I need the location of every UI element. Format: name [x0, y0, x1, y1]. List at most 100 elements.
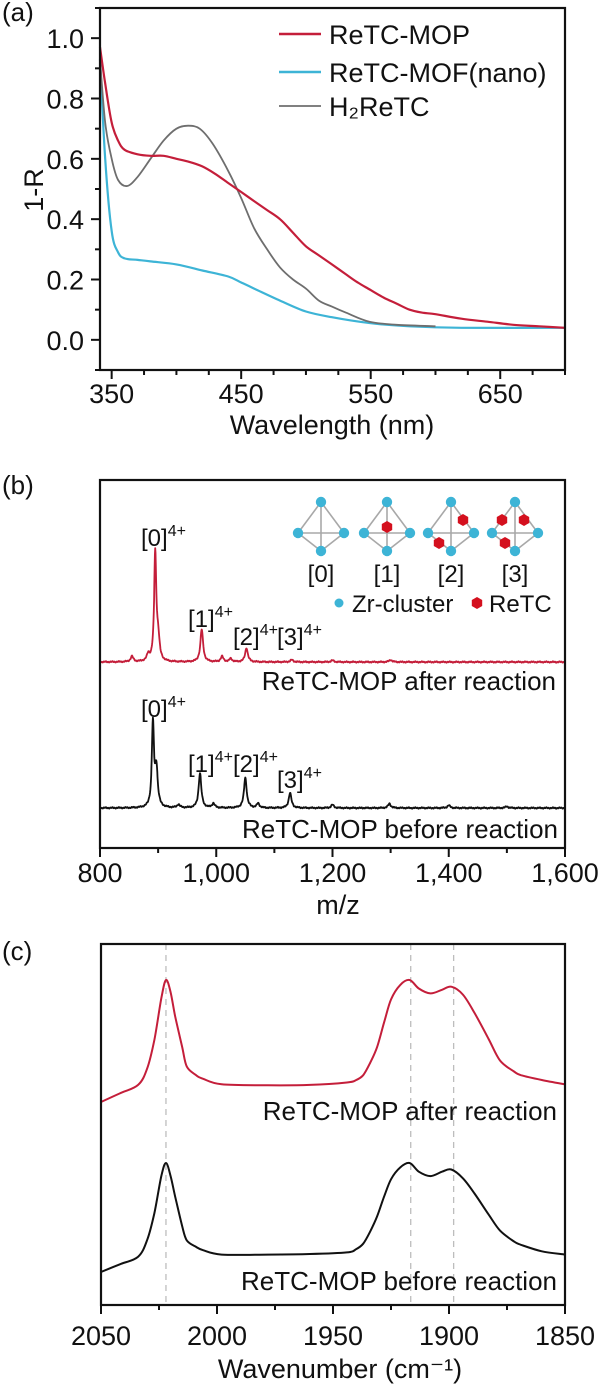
retc-hexagon-icon — [433, 537, 445, 549]
peak-label: [3]4+ — [277, 765, 322, 794]
zr-cluster-dot-icon — [532, 527, 544, 539]
zr-cluster-dot-icon — [315, 496, 327, 508]
peak-label-charge: 4+ — [304, 622, 322, 639]
x-tick-label: 800 — [77, 858, 122, 888]
mop-structure-icon-0 — [292, 496, 350, 557]
series-line-0 — [98, 47, 566, 329]
y-tick-label: 0.6 — [46, 145, 84, 175]
panel-c-series-label-after: ReTC-MOP after reaction — [263, 1096, 557, 1126]
peak-label-charge: 4+ — [304, 765, 322, 782]
panel-a-legend: ReTC-MOP ReTC-MOF(nano) H₂ReTC — [279, 20, 547, 122]
panel-b-chart: 800 1,000 1,200 1,400 1,600 m/z [0]4+[1]4+[2… — [77, 478, 599, 920]
zr-cluster-dot-icon — [509, 496, 521, 508]
legend-label: Zr-cluster — [352, 591, 453, 618]
peak-label-species: [1] — [188, 606, 215, 633]
panel-b-xlabel: m/z — [316, 890, 360, 920]
retc-hexagon-icon — [457, 514, 469, 526]
peak-label: [1]4+ — [188, 604, 233, 633]
panel-c-ticks: 2050 2000 1950 1900 1850 — [71, 1305, 595, 1351]
panel-b-series-label-before: ReTC-MOP before reaction — [242, 814, 558, 844]
peak-label-charge: 4+ — [260, 622, 278, 639]
inset-legend: Zr-cluster ReTC — [334, 591, 552, 618]
x-tick-label: 2050 — [71, 1321, 131, 1351]
peak-label: [3]4+ — [277, 622, 322, 651]
x-tick-label: 1,400 — [415, 858, 483, 888]
panel-a-xlabel: Wavelength (nm) — [230, 410, 435, 440]
panel-c-series — [100, 978, 566, 1273]
zr-cluster-dot-icon — [486, 527, 498, 539]
x-tick-label: 1850 — [535, 1321, 595, 1351]
zr-cluster-legend-icon — [334, 598, 344, 608]
peak-label: [0]4+ — [141, 694, 186, 723]
zr-cluster-dot-icon — [292, 527, 304, 539]
x-tick-label: 350 — [89, 379, 134, 409]
x-tick-label: 1950 — [303, 1321, 363, 1351]
retc-hexagon-icon — [499, 537, 511, 549]
zr-cluster-dot-icon — [338, 527, 350, 539]
x-tick-label: 1,000 — [182, 858, 250, 888]
edge — [297, 501, 322, 534]
panel-b-label: (b) — [2, 470, 34, 500]
retc-hexagon-icon — [381, 521, 393, 533]
panel-c-xlabel: Wavenumber (cm⁻¹) — [218, 1354, 462, 1384]
peak-label: [2]4+ — [233, 749, 278, 778]
legend-item-0: ReTC-MOP — [279, 20, 470, 50]
peak-label-species: [2] — [233, 751, 260, 778]
y-tick-label: 0.0 — [46, 326, 84, 356]
zr-cluster-dot-icon — [509, 545, 521, 557]
panel-c-series-label-before: ReTC-MOP before reaction — [241, 1266, 557, 1296]
structure-label: [3] — [502, 561, 529, 588]
x-tick-label: 650 — [478, 379, 523, 409]
legend-item-1: ReTC-MOF(nano) — [279, 58, 547, 88]
zr-cluster-dot-icon — [315, 545, 327, 557]
panel-b-inset: [0] [1] [2] [3] Zr-cluster ReTC — [292, 496, 552, 618]
y-tick-label: 0.4 — [46, 205, 84, 235]
x-tick-label: 1,600 — [531, 858, 599, 888]
mop-structure-icon-1 — [358, 496, 416, 557]
x-tick-label: 2000 — [187, 1321, 247, 1351]
x-tick-label: 550 — [348, 379, 393, 409]
legend-label: ReTC-MOF(nano) — [329, 58, 547, 88]
peak-label: [1]4+ — [188, 749, 233, 778]
x-tick-label: 1900 — [419, 1321, 479, 1351]
panel-a-chart: 350 450 550 650 0.0 0.2 0.4 0.6 0.8 1.0 Wavelengt… — [19, 6, 567, 440]
edge — [320, 501, 345, 534]
panel-a-label: (a) — [2, 0, 34, 27]
zr-cluster-dot-icon — [445, 545, 457, 557]
series-line-2 — [99, 59, 436, 328]
edge — [427, 501, 452, 534]
zr-cluster-dot-icon — [381, 496, 393, 508]
legend-item-2: H₂ReTC — [279, 92, 430, 122]
legend-label: ReTC — [489, 591, 552, 618]
y-tick-label: 0.8 — [46, 85, 84, 115]
panel-c-chart: 2050 2000 1950 1900 1850 Wavenumber (cm⁻¹) R… — [71, 942, 595, 1384]
peak-label-charge: 4+ — [215, 604, 233, 621]
peak-label-charge: 4+ — [168, 694, 186, 711]
zr-cluster-dot-icon — [381, 545, 393, 557]
panel-c-reference-lines — [165, 944, 455, 1305]
edge — [363, 501, 388, 534]
retc-hexagon-icon — [518, 514, 530, 526]
mop-structure-icon-2 — [422, 496, 480, 557]
zr-cluster-dot-icon — [358, 527, 370, 539]
peak-label-species: [2] — [233, 624, 260, 651]
panel-b-ticks: 800 1,000 1,200 1,400 1,600 — [77, 848, 599, 888]
x-tick-label: 450 — [219, 379, 264, 409]
peak-label-species: [1] — [188, 751, 215, 778]
zr-cluster-dot-icon — [404, 527, 416, 539]
retc-hexagon-icon — [496, 514, 508, 526]
x-tick-label: 1,200 — [299, 858, 367, 888]
zr-cluster-dot-icon — [445, 496, 457, 508]
y-tick-label: 1.0 — [46, 24, 84, 54]
y-tick-label: 0.2 — [46, 266, 84, 296]
peak-label-species: [0] — [141, 525, 168, 552]
peak-label: [0]4+ — [141, 523, 186, 552]
peak-label-species: [3] — [277, 767, 304, 794]
zr-cluster-dot-icon — [468, 527, 480, 539]
series-line-1 — [99, 716, 566, 810]
peak-label: [2]4+ — [233, 622, 278, 651]
peak-label-charge: 4+ — [260, 749, 278, 766]
edge — [386, 501, 411, 534]
peak-label-species: [3] — [277, 624, 304, 651]
